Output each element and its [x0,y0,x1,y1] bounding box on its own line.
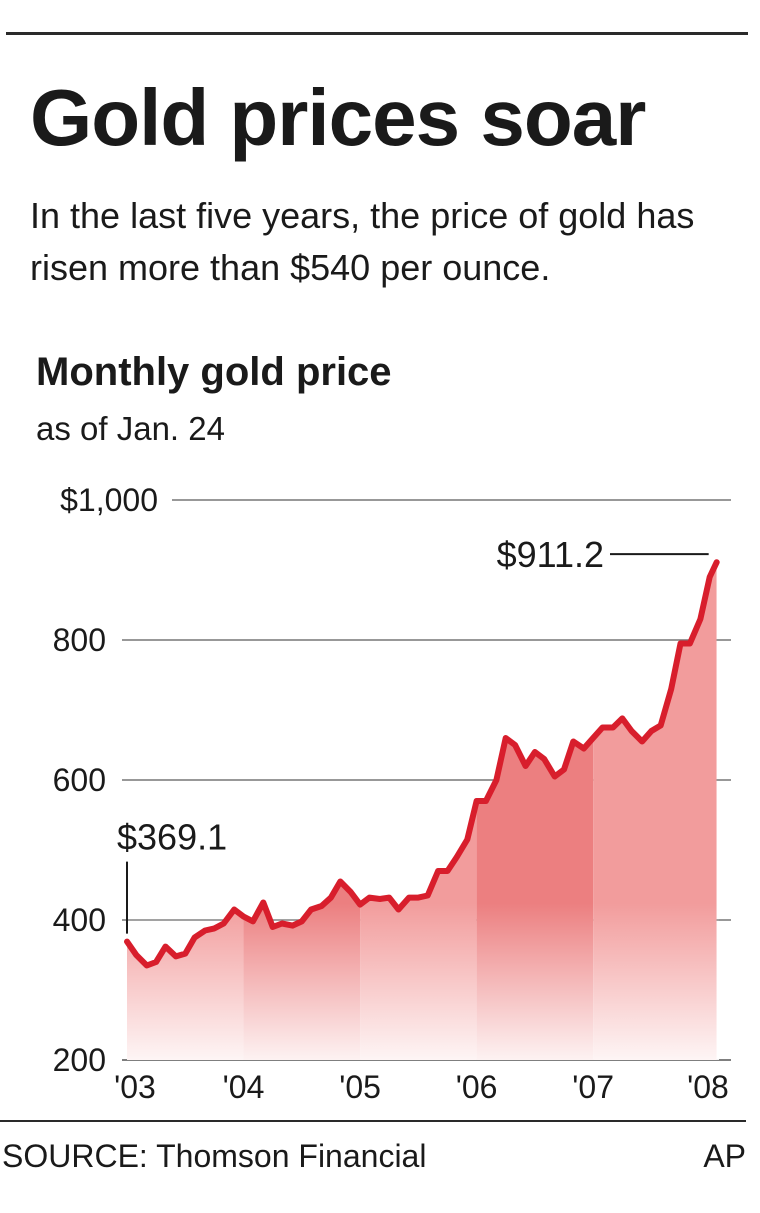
credit-label: AP [703,1138,746,1174]
annotations: $369.1 $911.2 [117,534,709,934]
x-tick-label: '03 [114,1069,156,1105]
chart-title: Monthly gold price [36,350,392,394]
x-tick-label: '06 [456,1069,498,1105]
x-axis: '03 '04 '05 '06 '07 '08 [114,1069,729,1105]
chart-subtitle: as of Jan. 24 [36,410,225,447]
subhead: In the last five years, the price of gol… [30,195,695,288]
headline: Gold prices soar [30,73,646,162]
x-tick-label: '04 [223,1069,265,1105]
x-tick-label: '05 [339,1069,381,1105]
price-line [124,559,720,969]
series-line [124,559,720,969]
area-fill [127,500,719,1060]
area-fade [127,500,719,1060]
bottom-rule [0,1120,746,1122]
y-tick-label: 600 [53,762,106,798]
annotation-label: $911.2 [497,534,604,575]
x-tick-label: '07 [572,1069,614,1105]
y-axis: 200 400 600 800 $1,000 [53,482,158,1078]
y-tick-label: 800 [53,622,106,658]
top-rule [6,32,748,35]
source-note: SOURCE: Thomson Financial [2,1138,427,1174]
y-tick-label: $1,000 [60,482,158,518]
annotation-label: $369.1 [117,817,227,858]
y-tick-label: 200 [53,1042,106,1078]
x-tick-label: '08 [687,1069,729,1105]
y-tick-label: 400 [53,902,106,938]
gold-price-chart: 200 400 600 800 $1,000 '03 '04 '05 '06 '07 '08 $3… [53,482,731,1105]
